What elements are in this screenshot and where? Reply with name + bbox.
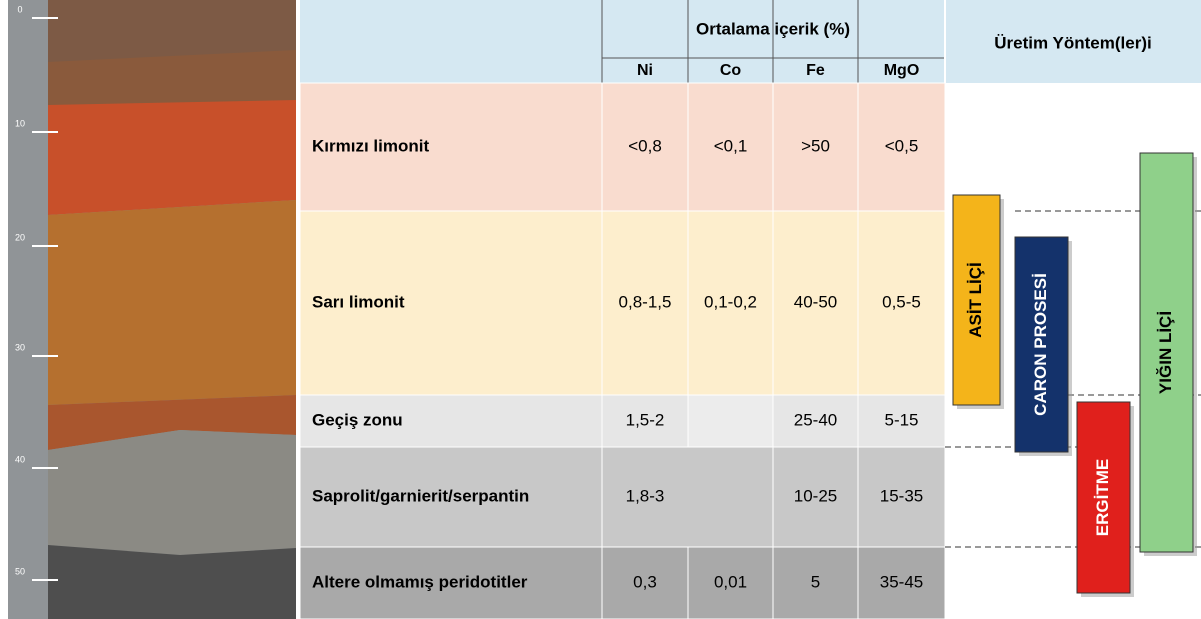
method-label: ERGİTME — [1093, 459, 1112, 536]
method-label: ASİT LİÇİ — [966, 262, 985, 338]
ruler-label: 10 — [15, 118, 25, 128]
soil-red — [48, 100, 296, 215]
cell: 0,1-0,2 — [704, 292, 757, 311]
cell: 5 — [811, 572, 820, 591]
column-header: Fe — [806, 62, 825, 79]
column-header: MgO — [884, 62, 920, 79]
method-label: YIĞIN LİÇİ — [1156, 311, 1175, 394]
methods-title: Üretim Yöntem(ler)i — [994, 33, 1151, 52]
cell: <0,1 — [714, 136, 748, 155]
method-label: CARON PROSESİ — [1031, 273, 1050, 416]
cell: 5-15 — [884, 410, 918, 429]
ruler-label: 50 — [15, 566, 25, 576]
soil-bedrock — [48, 545, 296, 619]
cell: 1,5-2 — [626, 410, 665, 429]
cell: <0,8 — [628, 136, 662, 155]
cell: 0,3 — [633, 572, 657, 591]
row-name: Saprolit/garnierit/serpantin — [312, 486, 529, 505]
soil-profile — [8, 0, 296, 619]
row-name: Geçiş zonu — [312, 410, 403, 429]
row-name: Sarı limonit — [312, 292, 405, 311]
cell: 40-50 — [794, 292, 837, 311]
cell: 0,5-5 — [882, 292, 921, 311]
ruler-label: 40 — [15, 454, 25, 464]
cell: 15-35 — [880, 486, 923, 505]
ruler — [8, 0, 48, 619]
soil-saprolite — [48, 430, 296, 555]
cell: >50 — [801, 136, 830, 155]
column-header: Co — [720, 62, 742, 79]
row-name: Altere olmamış peridotitler — [312, 572, 528, 591]
cell: <0,5 — [885, 136, 919, 155]
cell: 35-45 — [880, 572, 923, 591]
row-name: Kırmızı limonit — [312, 136, 429, 155]
ruler-label: 20 — [15, 232, 25, 242]
soil-yellow — [48, 200, 296, 405]
cell: 0,01 — [714, 572, 747, 591]
ruler-label: 0 — [17, 4, 22, 14]
cell: 1,8-3 — [626, 486, 665, 505]
cell: 10-25 — [794, 486, 837, 505]
ruler-label: 30 — [15, 342, 25, 352]
figure: 01020304050Ortalama içerik (%)NiCoFeMgOÜ… — [0, 0, 1201, 619]
column-header: Ni — [637, 62, 653, 79]
cell: 0,8-1,5 — [619, 292, 672, 311]
cell: 25-40 — [794, 410, 837, 429]
